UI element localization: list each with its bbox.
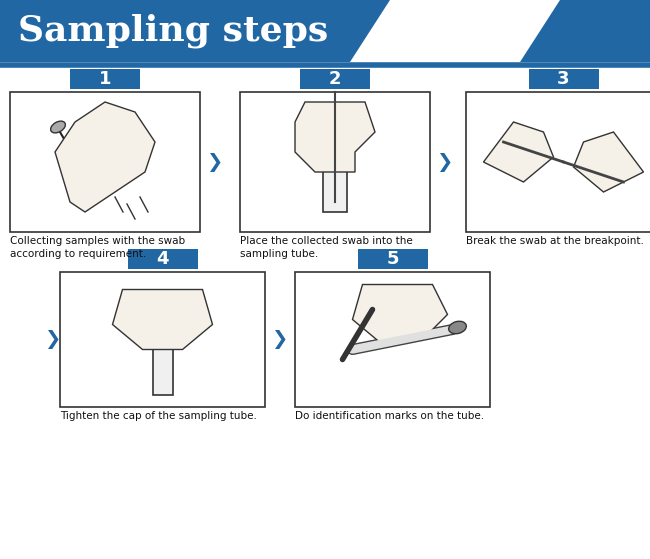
FancyBboxPatch shape [466,92,650,232]
FancyBboxPatch shape [358,249,428,269]
Ellipse shape [51,121,66,133]
FancyBboxPatch shape [70,69,140,89]
Ellipse shape [448,321,466,334]
Text: 2: 2 [329,70,341,88]
Text: Tighten the cap of the sampling tube.: Tighten the cap of the sampling tube. [60,411,257,421]
Text: Do identification marks on the tube.: Do identification marks on the tube. [295,411,484,421]
FancyBboxPatch shape [148,302,177,325]
Text: 1: 1 [99,70,111,88]
Text: Sampling steps: Sampling steps [18,14,328,48]
FancyBboxPatch shape [10,92,200,232]
Polygon shape [295,102,375,172]
Text: ❯: ❯ [206,153,222,172]
Text: 3: 3 [557,70,570,88]
FancyBboxPatch shape [127,249,198,269]
Polygon shape [112,290,213,349]
FancyBboxPatch shape [300,69,370,89]
Polygon shape [573,132,644,192]
Polygon shape [350,0,560,62]
Text: 5: 5 [386,250,398,268]
Text: ❯: ❯ [44,330,60,349]
FancyBboxPatch shape [240,92,430,232]
Text: ❯: ❯ [271,330,287,349]
FancyBboxPatch shape [323,132,347,212]
Text: 4: 4 [156,250,169,268]
Text: Place the collected swab into the
sampling tube.: Place the collected swab into the sampli… [240,236,413,259]
FancyBboxPatch shape [528,69,599,89]
FancyBboxPatch shape [295,272,490,407]
FancyBboxPatch shape [153,325,172,395]
Text: ❯: ❯ [436,153,452,172]
Text: Collecting samples with the swab
according to requirement.: Collecting samples with the swab accordi… [10,236,185,259]
Polygon shape [484,122,554,182]
Polygon shape [55,102,155,212]
Text: Break the swab at the breakpoint.: Break the swab at the breakpoint. [466,236,644,246]
FancyBboxPatch shape [60,272,265,407]
FancyBboxPatch shape [0,0,650,62]
Polygon shape [352,285,447,344]
